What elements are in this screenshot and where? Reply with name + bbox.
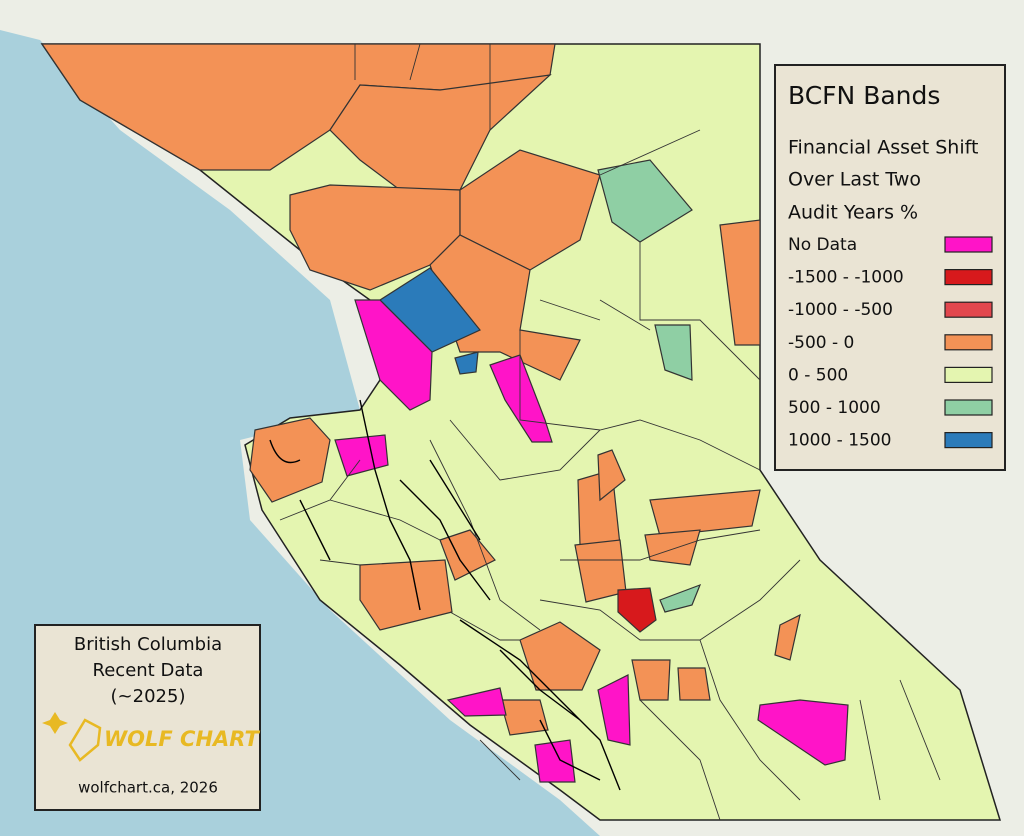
region [534,739,576,783]
logo-wolf [68,718,102,762]
region [659,583,702,613]
region [597,674,631,746]
legend-subtitle: Audit Years % [788,202,918,224]
legend-items: No Data -1500 - -1000 -1000 - -500 -500 - 0… [788,235,993,451]
region [757,699,849,766]
region [359,559,453,631]
legend-label: -500 - 0 [788,333,854,353]
region [597,159,693,243]
logo-star [42,712,68,734]
info-line: Recent Data [93,660,204,681]
legend-swatch [944,269,993,286]
region [519,621,601,691]
region [454,351,479,375]
region [429,234,581,381]
region [654,324,693,381]
legend-swatch [944,366,993,383]
region [644,529,701,566]
legend-swatch [944,334,993,351]
legend-swatch [944,399,993,416]
region [597,449,626,502]
legend-label: 0 - 500 [788,365,848,385]
region [354,299,433,411]
region [617,587,657,633]
info-panel [34,624,261,811]
legend-swatch [944,236,993,253]
legend-swatch [944,301,993,318]
info-line: (~2025) [111,686,186,707]
region [677,667,711,701]
region-borders [279,43,941,821]
legend-label: 1000 - 1500 [788,431,891,451]
legend: BCFN Bands Financial Asset Shift Over La… [774,64,1006,471]
region [631,659,671,701]
region [774,613,801,661]
legend-subtitle: Over Last Two [788,169,921,191]
region [446,687,507,717]
legend-label: -1000 - -500 [788,300,893,320]
regions [40,43,849,783]
region [649,489,761,537]
credit: wolfchart.ca, 2026 [78,779,218,797]
info-line: British Columbia [74,634,222,655]
info-box: British Columbia Recent Data (~2025) WOL… [34,624,261,811]
legend-subtitle: Financial Asset Shift [788,137,978,159]
coastline-detail [269,399,621,791]
legend-title: BCFN Bands [788,81,940,110]
legend-label: -1500 - -1000 [788,268,904,288]
region [439,529,496,581]
legend-label: 500 - 1000 [788,398,881,418]
region [499,699,549,736]
region [249,417,331,503]
logo-text: WOLF CHART [104,727,261,751]
region [719,219,761,346]
legend-swatch [944,432,993,449]
legend-label: No Data [788,235,857,255]
